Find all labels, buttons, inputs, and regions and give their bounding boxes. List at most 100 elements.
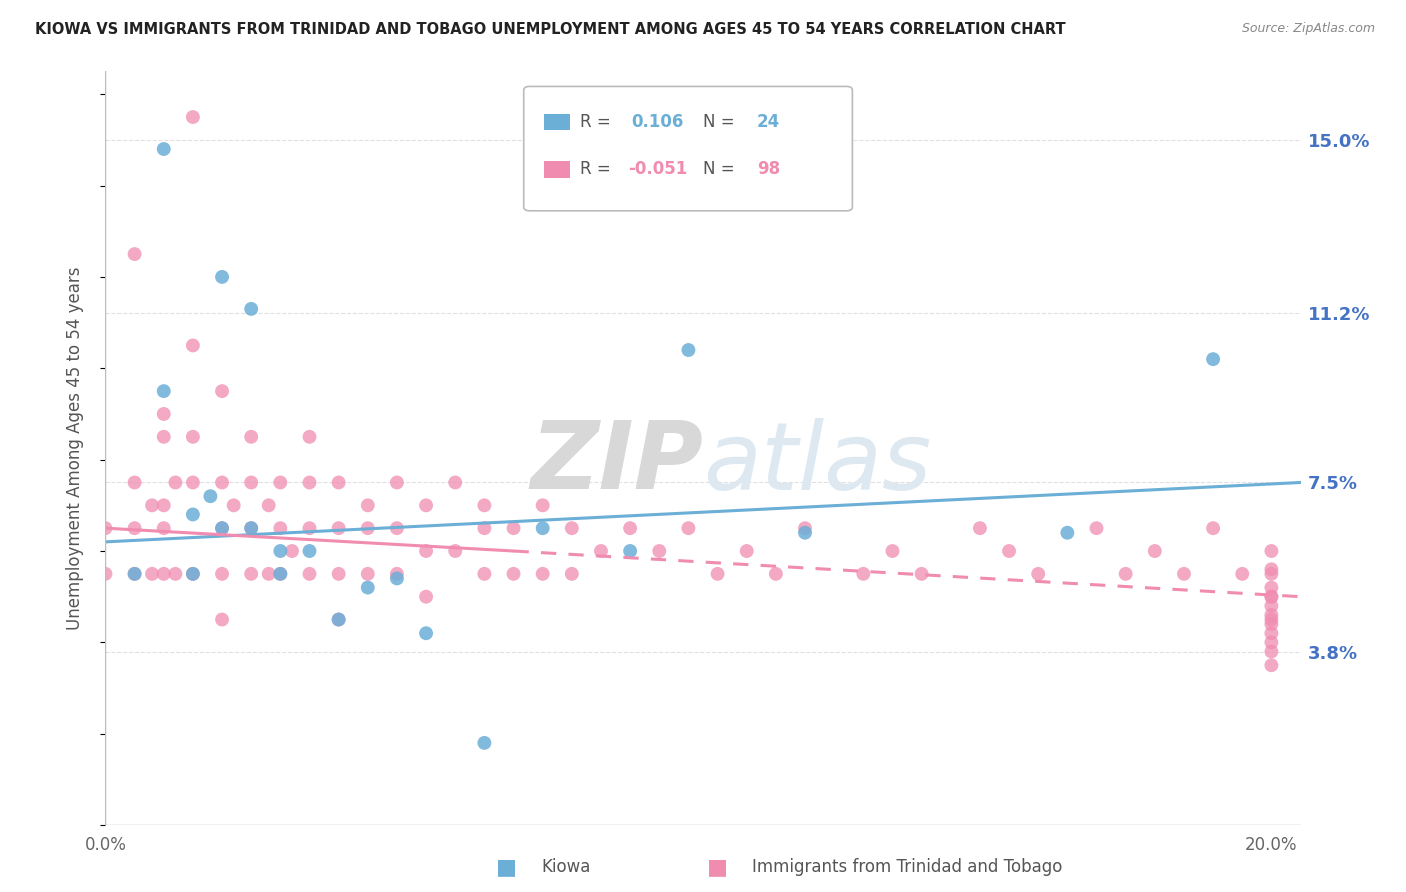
Point bbox=[1085, 521, 1108, 535]
Point bbox=[328, 613, 350, 627]
Point bbox=[1260, 644, 1282, 658]
Point bbox=[211, 613, 233, 627]
FancyBboxPatch shape bbox=[544, 161, 571, 178]
Point bbox=[474, 566, 496, 581]
Point bbox=[298, 475, 321, 490]
Point bbox=[444, 475, 467, 490]
Point bbox=[181, 566, 204, 581]
Point bbox=[124, 521, 146, 535]
Point bbox=[165, 475, 187, 490]
Point bbox=[1260, 613, 1282, 627]
Point bbox=[474, 521, 496, 535]
Point bbox=[181, 110, 204, 124]
Point bbox=[910, 566, 932, 581]
Text: ZIP: ZIP bbox=[530, 417, 703, 509]
Point bbox=[561, 566, 583, 581]
Point bbox=[141, 566, 163, 581]
Point bbox=[1232, 566, 1254, 581]
Point bbox=[385, 566, 408, 581]
Point bbox=[152, 407, 174, 421]
Point bbox=[152, 142, 174, 156]
FancyBboxPatch shape bbox=[524, 87, 852, 211]
Point bbox=[882, 544, 904, 558]
Point bbox=[969, 521, 991, 535]
Point bbox=[998, 544, 1021, 558]
Point bbox=[385, 521, 408, 535]
Point bbox=[678, 521, 700, 535]
Point bbox=[531, 499, 554, 513]
Point bbox=[678, 343, 700, 357]
Point bbox=[1260, 599, 1282, 613]
Text: 0.106: 0.106 bbox=[631, 113, 683, 131]
Point bbox=[619, 544, 641, 558]
Point bbox=[1115, 566, 1137, 581]
Point bbox=[269, 475, 291, 490]
Point bbox=[141, 499, 163, 513]
Point bbox=[1260, 617, 1282, 632]
Point bbox=[124, 247, 146, 261]
Text: R =: R = bbox=[579, 113, 616, 131]
Point bbox=[385, 571, 408, 585]
Text: Source: ZipAtlas.com: Source: ZipAtlas.com bbox=[1241, 22, 1375, 36]
Point bbox=[765, 566, 787, 581]
Point bbox=[1260, 562, 1282, 576]
Point bbox=[502, 566, 524, 581]
Point bbox=[415, 499, 437, 513]
Point bbox=[328, 475, 350, 490]
Point bbox=[502, 521, 524, 535]
Point bbox=[257, 499, 280, 513]
Point bbox=[1260, 590, 1282, 604]
Text: atlas: atlas bbox=[703, 417, 931, 508]
Point bbox=[1260, 635, 1282, 649]
Text: 24: 24 bbox=[756, 113, 780, 131]
Point bbox=[269, 566, 291, 581]
Point bbox=[385, 475, 408, 490]
Point bbox=[1260, 607, 1282, 622]
Point bbox=[1260, 626, 1282, 640]
Point bbox=[794, 525, 817, 540]
Point bbox=[1143, 544, 1166, 558]
Point bbox=[474, 499, 496, 513]
Point bbox=[152, 499, 174, 513]
Text: Immigrants from Trinidad and Tobago: Immigrants from Trinidad and Tobago bbox=[752, 858, 1063, 876]
Point bbox=[298, 544, 321, 558]
Point bbox=[181, 430, 204, 444]
Point bbox=[328, 566, 350, 581]
Point bbox=[298, 566, 321, 581]
Point bbox=[181, 475, 204, 490]
Point bbox=[152, 430, 174, 444]
Point bbox=[357, 581, 380, 595]
Point bbox=[735, 544, 758, 558]
Point bbox=[619, 521, 641, 535]
Point bbox=[852, 566, 875, 581]
Point bbox=[298, 430, 321, 444]
Point bbox=[124, 475, 146, 490]
Point bbox=[240, 566, 263, 581]
Point bbox=[181, 508, 204, 522]
Point bbox=[357, 499, 380, 513]
Point bbox=[531, 566, 554, 581]
Point bbox=[1260, 581, 1282, 595]
Point bbox=[269, 566, 291, 581]
Point bbox=[240, 301, 263, 316]
Point bbox=[648, 544, 671, 558]
Point bbox=[152, 384, 174, 398]
Point bbox=[211, 384, 233, 398]
Text: N =: N = bbox=[703, 113, 740, 131]
Text: ■: ■ bbox=[707, 857, 727, 877]
Point bbox=[298, 521, 321, 535]
Point bbox=[124, 566, 146, 581]
Text: Kiowa: Kiowa bbox=[541, 858, 591, 876]
Point bbox=[240, 521, 263, 535]
Point bbox=[357, 566, 380, 581]
Point bbox=[1202, 352, 1225, 367]
Text: N =: N = bbox=[703, 161, 740, 178]
Point bbox=[1056, 525, 1078, 540]
Point bbox=[328, 613, 350, 627]
Text: R =: R = bbox=[579, 161, 616, 178]
Point bbox=[1260, 590, 1282, 604]
Point bbox=[240, 475, 263, 490]
Point bbox=[165, 566, 187, 581]
Point bbox=[415, 590, 437, 604]
Text: -0.051: -0.051 bbox=[627, 161, 688, 178]
